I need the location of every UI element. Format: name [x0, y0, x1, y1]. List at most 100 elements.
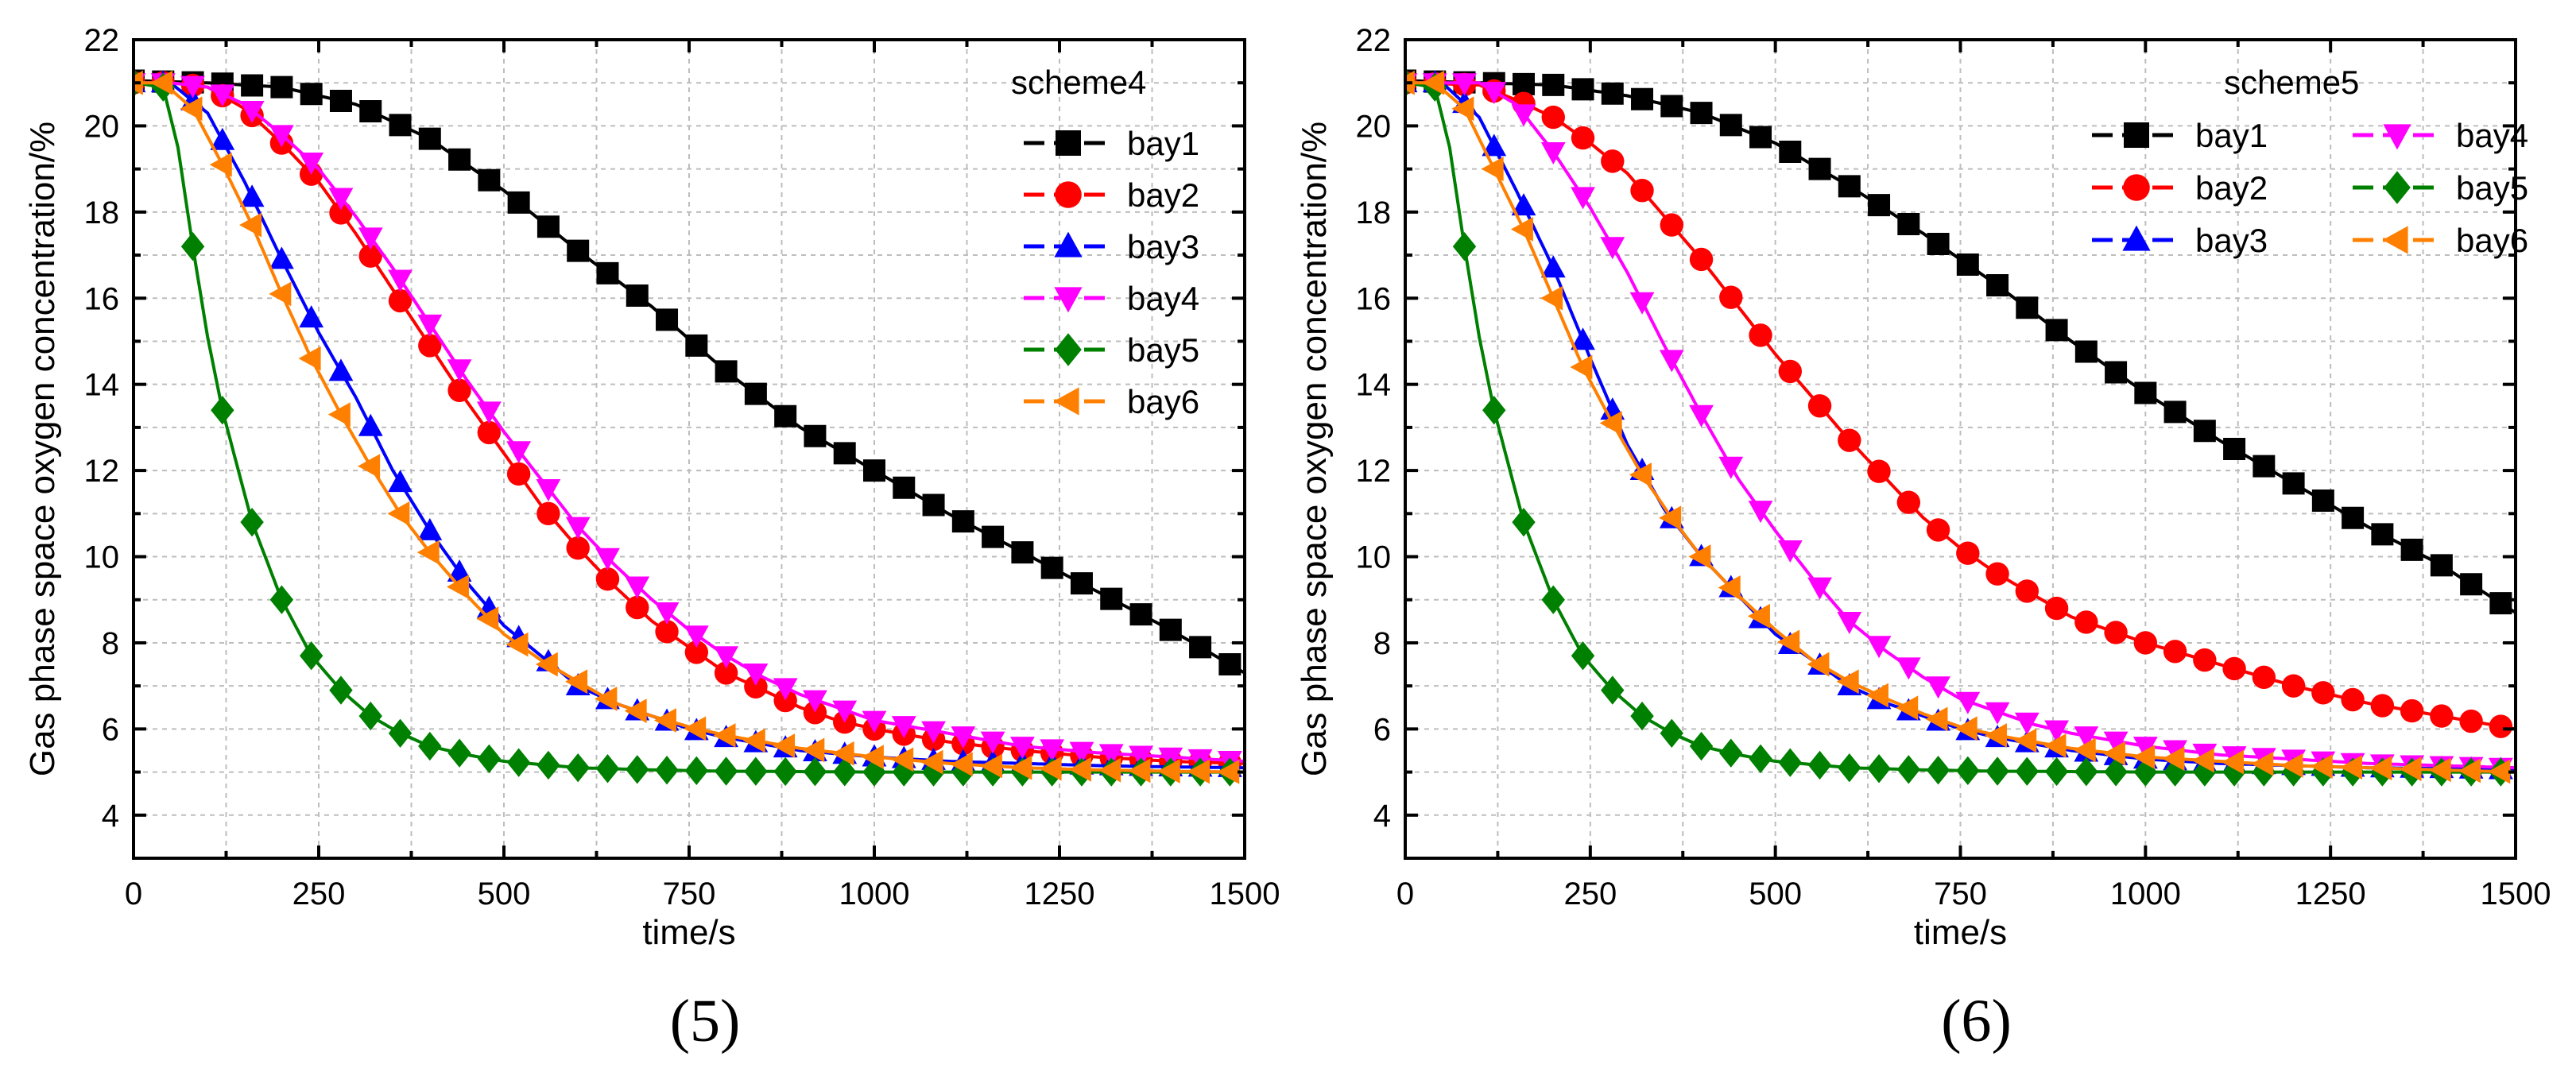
data-point-bay5 — [1838, 753, 1861, 783]
data-point-bay6 — [2428, 757, 2451, 783]
data-point-bay1 — [863, 459, 885, 482]
data-point-bay1 — [478, 168, 501, 192]
markers-bay2 — [1405, 71, 2513, 738]
legend-entry-bay6: bay6 — [1024, 383, 1199, 420]
data-point-bay1 — [656, 308, 679, 331]
data-point-bay5 — [714, 756, 738, 786]
data-point-bay6 — [506, 632, 529, 657]
data-point-bay1 — [804, 424, 827, 447]
x-tick-label: 750 — [663, 876, 716, 911]
data-point-bay4 — [1807, 577, 1832, 600]
data-point-bay6 — [1451, 96, 1474, 122]
data-point-bay3 — [1482, 134, 1507, 157]
data-point-bay1 — [2163, 400, 2187, 424]
y-tick-label: 18 — [1356, 195, 1392, 230]
data-point-bay4 — [1837, 611, 1862, 634]
data-point-bay1 — [418, 127, 441, 150]
data-point-bay1 — [922, 493, 945, 517]
data-point-bay5 — [180, 232, 205, 261]
data-point-bay1 — [951, 510, 974, 533]
data-point-bay4 — [1069, 741, 1094, 764]
data-point-bay6 — [624, 698, 647, 723]
data-point-bay6 — [980, 753, 1003, 779]
legend-marker-bay5 — [1055, 333, 1082, 366]
data-point-bay2 — [506, 462, 531, 486]
legend-marker-bay4 — [1054, 287, 1083, 313]
data-point-bay5 — [684, 756, 709, 786]
data-point-bay6 — [713, 723, 736, 748]
data-point-bay1 — [744, 382, 767, 405]
legend-title: scheme4 — [1011, 64, 1146, 101]
data-point-bay5 — [803, 756, 827, 787]
legend-entry-bay5: bay5 — [1024, 331, 1199, 369]
data-point-bay1 — [1779, 140, 1802, 163]
data-point-bay2 — [1926, 518, 1950, 542]
data-point-bay2 — [1541, 105, 1565, 130]
data-point-bay2 — [773, 688, 797, 713]
data-point-bay2 — [2193, 648, 2217, 672]
data-point-bay5 — [506, 748, 531, 777]
data-point-bay2 — [1689, 247, 1714, 272]
data-point-bay4 — [951, 726, 976, 749]
x-tick-label: 1250 — [2295, 876, 2366, 911]
legend-marker-bay1 — [2124, 122, 2149, 148]
data-point-bay6 — [180, 96, 203, 122]
data-point-bay5 — [655, 755, 679, 785]
data-point-bay6 — [2014, 728, 2037, 753]
data-point-bay6 — [950, 752, 973, 777]
y-tick-label: 20 — [1356, 109, 1392, 144]
legend-entry-bay1: bay1 — [1024, 125, 1199, 162]
data-point-bay1 — [448, 148, 471, 171]
legend: scheme5 bay1 bay2 bay3 bay4 bay5 bay6 — [2092, 64, 2528, 259]
x-tick-label: 250 — [1563, 876, 1617, 911]
data-point-bay6 — [1925, 706, 1948, 732]
x-tick-label: 1500 — [2481, 876, 2551, 911]
legend-label: bay1 — [1127, 125, 1199, 162]
data-point-bay2 — [655, 620, 679, 644]
data-point-bay6 — [2221, 749, 2244, 775]
data-point-bay5 — [1956, 756, 1980, 786]
data-point-bay6 — [150, 70, 173, 95]
data-point-bay2 — [1630, 179, 1654, 203]
data-point-bay1 — [1070, 572, 1093, 595]
data-point-bay1 — [2282, 472, 2305, 495]
markers-bay6 — [1405, 70, 2511, 784]
data-point-bay6 — [1540, 285, 1563, 311]
data-point-bay1 — [2489, 592, 2512, 615]
data-point-bay2 — [1867, 459, 1891, 483]
data-point-bay2 — [684, 640, 709, 664]
data-point-bay6 — [2340, 755, 2363, 780]
data-point-bay6 — [1098, 757, 1121, 783]
legend-entry-bay3: bay3 — [2092, 222, 2268, 259]
data-point-bay1 — [893, 476, 916, 499]
data-point-bay2 — [1956, 541, 1980, 565]
data-point-bay6 — [239, 212, 262, 238]
data-point-bay4 — [239, 101, 265, 124]
data-point-bay5 — [418, 731, 442, 761]
data-point-bay6 — [2310, 754, 2333, 779]
data-point-bay2 — [2163, 640, 2187, 664]
data-point-bay6 — [2073, 737, 2096, 763]
data-point-bay2 — [803, 701, 827, 725]
legend-entry-bay2: bay2 — [2092, 169, 2268, 207]
data-point-bay4 — [743, 663, 769, 686]
data-point-bay1 — [241, 74, 264, 97]
legend-label: bay3 — [1127, 228, 1199, 265]
data-point-bay2 — [358, 244, 382, 268]
x-tick-label: 750 — [1934, 876, 1987, 911]
data-point-bay1 — [507, 191, 530, 214]
data-point-bay4 — [891, 716, 916, 739]
data-point-bay3 — [239, 184, 265, 207]
data-point-bay5 — [358, 701, 382, 731]
data-point-bay4 — [832, 700, 858, 723]
data-point-bay1 — [1218, 653, 1242, 676]
y-tick-label: 16 — [84, 281, 120, 316]
data-point-bay1 — [300, 83, 323, 106]
axis-ticks — [132, 38, 1246, 860]
data-point-bay4 — [1985, 702, 2010, 725]
data-point-bay2 — [2281, 674, 2306, 698]
data-point-bay1 — [2253, 455, 2276, 478]
data-point-bay1 — [1956, 253, 1979, 276]
data-point-bay1 — [1808, 157, 1831, 180]
legend-entry-bay4: bay4 — [2353, 117, 2528, 154]
